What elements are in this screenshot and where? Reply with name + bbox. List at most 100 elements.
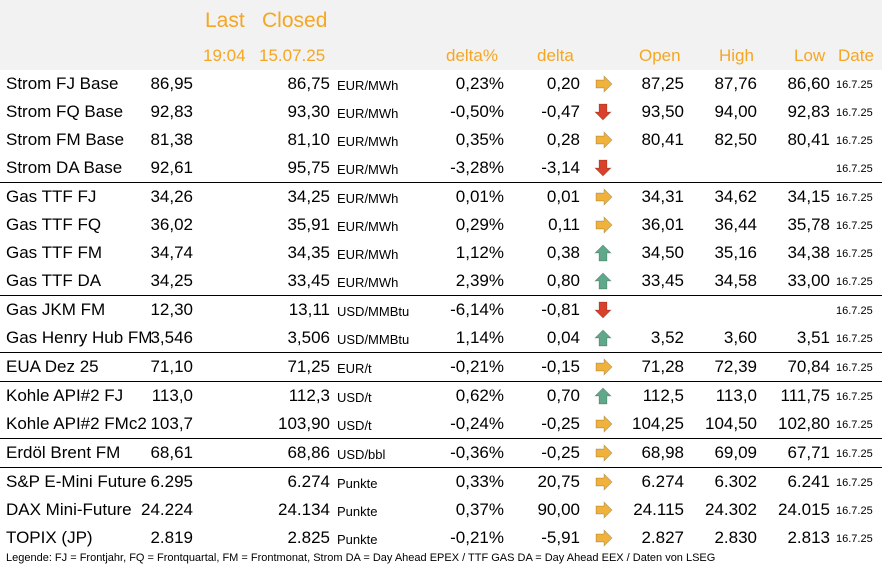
- unit-label: Punkte: [337, 532, 378, 547]
- date-value: 16.7.25: [836, 362, 873, 374]
- high-value: 24.302: [705, 500, 757, 519]
- date-value: 16.7.25: [836, 79, 873, 91]
- row-name: EUA Dez 25: [6, 357, 99, 376]
- row-name: Strom FJ Base: [6, 74, 119, 93]
- delta-value: 0,04: [546, 328, 580, 347]
- low-value: 80,41: [787, 130, 830, 149]
- low-value: 34,38: [787, 243, 830, 262]
- unit-label: EUR/t: [337, 361, 372, 376]
- trend-side-arrow-icon: [590, 187, 616, 207]
- delta-percent: 0,62%: [455, 386, 504, 405]
- trend-down-arrow-icon: [590, 158, 616, 178]
- row-name: Kohle API#2 FJ: [6, 386, 124, 405]
- low-value: 34,15: [787, 187, 830, 206]
- table-row: Gas JKM FM 12,30 13,11 USD/MMBtu -6,14% -0,81…: [0, 295, 882, 324]
- last-value: 68,61: [150, 443, 193, 462]
- closed-value: 35,91: [287, 215, 330, 234]
- unit-label: USD/bbl: [337, 447, 386, 462]
- date-value: 16.7.25: [836, 419, 873, 431]
- unit-label: EUR/MWh: [337, 78, 399, 93]
- open-value: 87,25: [641, 74, 684, 93]
- low-value: 67,71: [787, 443, 830, 462]
- high-value: 104,50: [705, 414, 757, 433]
- table-row: Strom FJ Base 86,95 86,75 EUR/MWh 0,23% 0,20 8…: [0, 70, 882, 98]
- delta-value: 90,00: [537, 500, 580, 519]
- trend-side-arrow-icon: [590, 528, 616, 548]
- header-closed-date: 15.07.25: [259, 46, 326, 65]
- header-closed: Closed: [262, 9, 328, 32]
- last-value: 2.819: [150, 528, 193, 547]
- closed-value: 103,90: [278, 414, 330, 433]
- delta-value: -3,14: [541, 158, 580, 177]
- delta-percent: 1,14%: [455, 328, 504, 347]
- table-row: DAX Mini-Future 24.224 24.134 Punkte 0,37% 90…: [0, 496, 882, 524]
- date-value: 16.7.25: [836, 305, 873, 317]
- trend-side-arrow-icon: [590, 500, 616, 520]
- closed-value: 95,75: [287, 158, 330, 177]
- date-value: 16.7.25: [836, 391, 873, 403]
- delta-value: -0,25: [541, 414, 580, 433]
- header-low: Low: [794, 46, 826, 65]
- open-value: 34,31: [641, 187, 684, 206]
- delta-value: -0,25: [541, 443, 580, 462]
- row-name: TOPIX (JP): [6, 528, 93, 547]
- high-value: 72,39: [714, 357, 757, 376]
- header-open: Open: [639, 46, 681, 65]
- date-value: 16.7.25: [836, 107, 873, 119]
- open-value: 2.827: [641, 528, 684, 547]
- last-value: 12,30: [150, 300, 193, 319]
- unit-label: Punkte: [337, 504, 378, 519]
- date-value: 16.7.25: [836, 448, 873, 460]
- header-last-time: 19:04: [203, 46, 246, 65]
- header-delta: delta: [537, 46, 574, 65]
- trend-side-arrow-icon: [590, 215, 616, 235]
- low-value: 70,84: [787, 357, 830, 376]
- row-name: S&P E-Mini Future: [6, 472, 147, 491]
- high-value: 113,0: [715, 386, 757, 405]
- closed-value: 24.134: [278, 500, 330, 519]
- row-name: Gas Henry Hub FM: [6, 328, 153, 347]
- open-value: 71,28: [641, 357, 684, 376]
- row-name: DAX Mini-Future: [6, 500, 132, 519]
- low-value: 24.015: [778, 500, 830, 519]
- delta-percent: 0,35%: [455, 130, 504, 149]
- last-value: 3,546: [150, 328, 193, 347]
- table-header: Last Closed 19:04 15.07.25 delta% delta …: [0, 0, 882, 70]
- price-table: Strom FJ Base 86,95 86,75 EUR/MWh 0,23% 0,20 8…: [0, 70, 882, 552]
- delta-value: 0,11: [548, 215, 580, 234]
- delta-percent: -0,21%: [450, 357, 504, 376]
- trend-side-arrow-icon: [590, 472, 616, 492]
- last-value: 34,26: [150, 187, 193, 206]
- table-row: Gas Henry Hub FM 3,546 3,506 USD/MMBtu 1,14%…: [0, 324, 882, 352]
- delta-value: -0,15: [541, 357, 580, 376]
- unit-label: EUR/MWh: [337, 275, 399, 290]
- delta-percent: -3,28%: [450, 158, 504, 177]
- closed-value: 81,10: [287, 130, 330, 149]
- trend-up-arrow-icon: [590, 271, 616, 291]
- low-value: 111,75: [780, 386, 830, 405]
- table-row: Gas TTF FQ 36,02 35,91 EUR/MWh 0,29% 0,11 36,0…: [0, 211, 882, 239]
- delta-percent: 1,12%: [455, 243, 504, 262]
- delta-value: 0,38: [546, 243, 580, 262]
- last-value: 36,02: [150, 215, 193, 234]
- table-row: Strom FQ Base 92,83 93,30 EUR/MWh -0,50% -0,4…: [0, 98, 882, 126]
- open-value: 33,45: [641, 271, 684, 290]
- delta-percent: -0,36%: [450, 443, 504, 462]
- delta-value: 20,75: [537, 472, 580, 491]
- table-row: EUA Dez 25 71,10 71,25 EUR/t -0,21% -0,15 71,2…: [0, 352, 882, 381]
- row-name: Erdöl Brent FM: [6, 443, 121, 462]
- row-name: Gas TTF FM: [6, 243, 103, 262]
- closed-value: 68,86: [287, 443, 330, 462]
- date-value: 16.7.25: [836, 220, 873, 232]
- last-value: 71,10: [150, 357, 193, 376]
- delta-value: 0,70: [546, 386, 580, 405]
- trend-down-arrow-icon: [590, 102, 616, 122]
- date-value: 16.7.25: [836, 505, 873, 517]
- row-name: Kohle API#2 FMc2: [6, 414, 147, 433]
- high-value: 3,60: [723, 328, 757, 347]
- delta-value: 0,80: [546, 271, 580, 290]
- date-value: 16.7.25: [836, 333, 873, 345]
- date-value: 16.7.25: [836, 192, 873, 204]
- closed-value: 3,506: [287, 328, 330, 347]
- last-value: 92,83: [150, 102, 193, 121]
